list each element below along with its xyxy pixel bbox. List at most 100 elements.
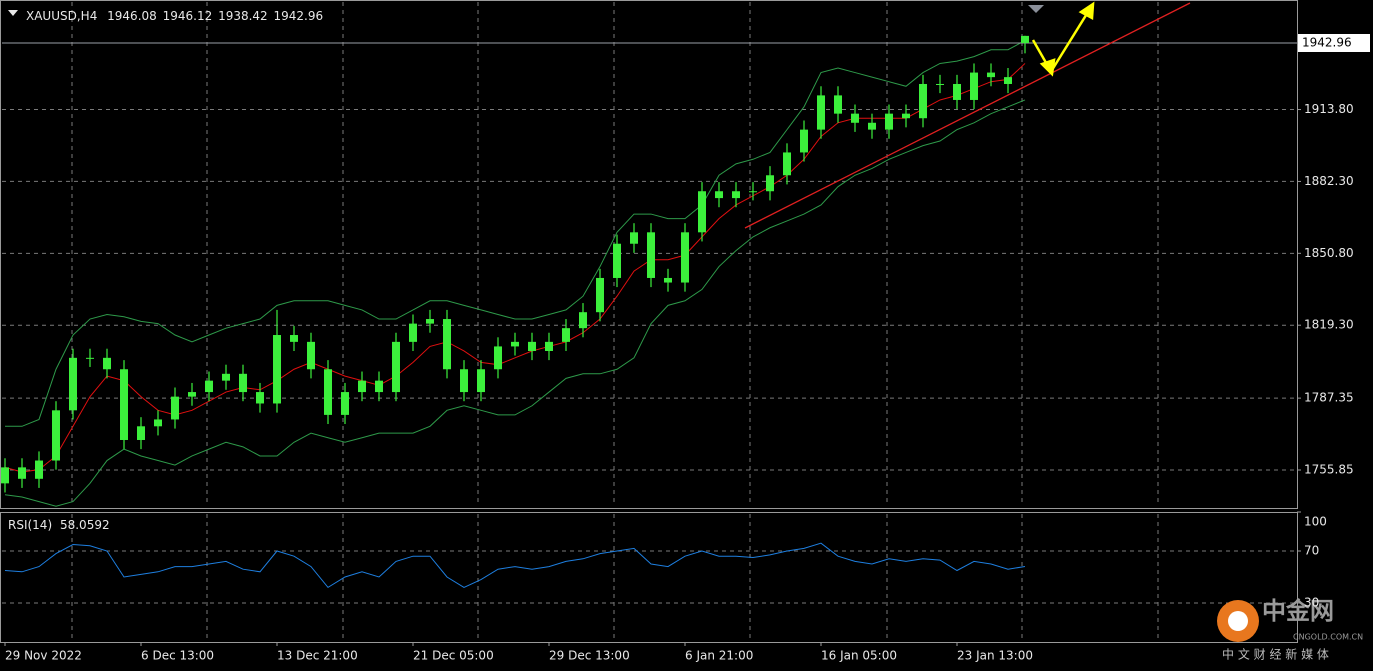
candle-body [528,341,536,351]
trend-line [744,2,1191,229]
candle-body [783,152,791,176]
current-price-box [1298,33,1370,52]
candle-body [18,467,26,479]
candle-body [69,357,77,411]
candle-body [307,341,315,370]
watermark-slogan: 中 文 财 经 新 媒 体 [1222,647,1329,662]
candle-body [477,369,485,393]
x-tick-label: 29 Dec 13:00 [549,649,630,663]
high-value: 1946.12 [163,9,213,23]
candle-body [426,319,434,324]
candle-body [494,346,502,370]
candle-body [443,319,451,370]
candle-body [205,380,213,393]
x-tick-label: 6 Jan 21:00 [685,649,753,663]
candle-body [1021,35,1029,43]
rsi-label: RSI(14) [8,518,52,532]
candle-body [341,392,349,415]
candle-body [273,335,281,404]
candle-body [86,357,94,359]
close-value: 1942.96 [274,9,324,23]
open-value: 1946.08 [107,9,157,23]
candle-body [919,83,927,119]
x-tick-label: 6 Dec 13:00 [141,649,214,663]
overlay-lower [4,99,1026,507]
rsi-header: RSI(14) 58.0592 [8,518,110,532]
candle-body [222,373,230,381]
watermark-domain: CNGOLD.COM.CN [1293,633,1363,642]
candle-body [409,323,417,342]
candle-body [851,113,859,123]
watermark: 中金网 CNGOLD.COM.CN 中 文 财 经 新 媒 体 [1217,597,1363,662]
candle-body [817,95,825,130]
candle-body [902,113,910,119]
forecast-arrows [1031,1,1095,77]
y-tick-label: 1755.85 [1304,463,1354,477]
candle-body [103,357,111,370]
candle-body [885,113,893,130]
candle-body [868,122,876,130]
candle-body [171,396,179,420]
candle-body [630,232,638,244]
candle-body [52,410,60,461]
candle-body [766,175,774,192]
candle-body [970,72,978,100]
y-tick-label: 1850.80 [1304,246,1354,260]
candle-body [545,341,553,351]
x-tick-label: 23 Jan 13:00 [957,649,1033,663]
candle-body [715,191,723,199]
y-tick-label: 1819.30 [1304,318,1354,332]
rsi-tick-label: 30 [1304,596,1319,610]
rsi-tick-label: 70 [1304,544,1319,558]
candle-body [562,328,570,342]
candle-body [154,419,162,427]
candle-body [511,341,519,347]
chart-header: XAUUSD,H4 1946.08 1946.12 1938.42 1942.9… [26,9,323,23]
x-tick-label: 13 Dec 21:00 [277,649,358,663]
candle-body [1,467,9,484]
candle-body [1004,77,1012,84]
x-tick-label: 29 Nov 2022 [5,649,82,663]
candle-body [358,380,366,393]
candle-body [290,335,298,342]
menu-triangle [8,10,18,16]
candle-body [239,373,247,393]
rsi-line [4,542,1026,589]
rsi-pane-frame [0,512,1298,643]
logo-inner [1228,611,1248,631]
candle-body [392,341,400,393]
candle-body [834,95,842,114]
candle-body [936,83,944,85]
candle-body [256,392,264,404]
candle-body [579,312,587,329]
current-bar-marker [1028,5,1044,13]
candle-body [749,191,757,193]
rsi-value: 58.0592 [60,518,110,532]
y-tick-label: 1882.30 [1304,174,1354,188]
watermark-name: 中金网 [1262,597,1334,625]
candle-body [188,392,196,397]
candle-body [324,369,332,415]
rsi-tick-label: 100 [1304,515,1327,529]
symbol: XAUUSD,H4 [26,9,97,23]
x-tick-label: 16 Jan 05:00 [821,649,897,663]
candle-body [664,277,672,283]
plot-area [1,35,1297,604]
candle-body [375,380,383,393]
candle-body [613,243,621,278]
candle-body [596,277,604,313]
candle-body [35,460,43,479]
y-tick-label: 1913.80 [1304,102,1354,116]
candle-body [732,191,740,199]
candle-body [647,232,655,278]
low-value: 1938.42 [218,9,268,23]
candle-body [953,83,961,100]
x-tick-label: 21 Dec 05:00 [413,649,494,663]
candle-body [698,191,706,233]
candle-body [681,232,689,283]
candle-body [987,72,995,78]
overlay-upper [5,40,1026,427]
candle-body [800,129,808,153]
